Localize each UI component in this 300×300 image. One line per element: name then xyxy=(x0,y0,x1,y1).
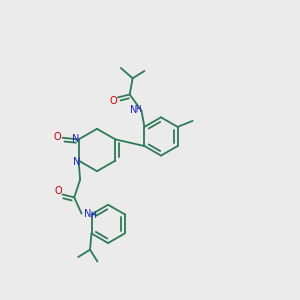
Text: O: O xyxy=(53,132,61,142)
Text: N: N xyxy=(74,157,81,167)
Text: O: O xyxy=(54,186,62,196)
Text: N: N xyxy=(130,105,137,115)
Text: N: N xyxy=(84,209,91,219)
Text: H: H xyxy=(91,211,96,220)
Text: N: N xyxy=(72,134,80,144)
Text: H: H xyxy=(136,105,141,114)
Text: O: O xyxy=(110,96,117,106)
